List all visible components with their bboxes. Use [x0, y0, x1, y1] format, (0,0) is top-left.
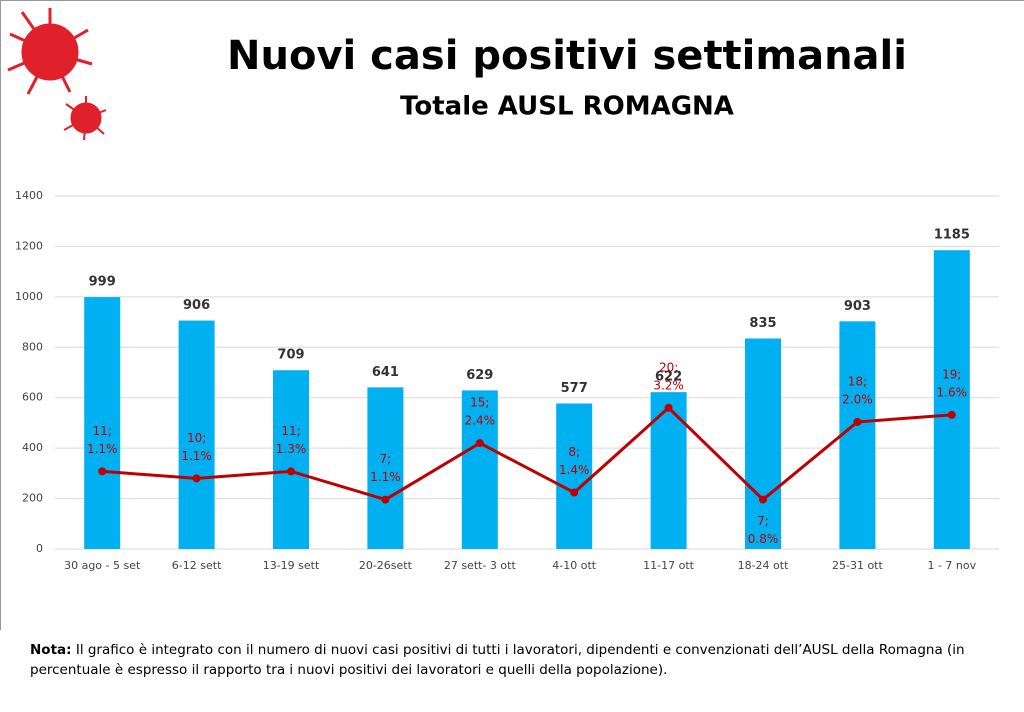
- line-point: [287, 467, 295, 476]
- line-value-label: 15;: [470, 396, 489, 410]
- line-point: [192, 474, 201, 483]
- line-value-label: 7;: [380, 452, 392, 466]
- bar: [461, 390, 498, 549]
- x-tick-label: 6-12 sett: [172, 559, 222, 572]
- note-text: Il grafico è integrato con il numero di …: [30, 642, 965, 678]
- x-tick-label: 27 sett- 3 ott: [444, 559, 517, 572]
- bar: [745, 338, 781, 549]
- line-value-label: 8;: [568, 445, 580, 459]
- bar-value-label: 903: [844, 299, 871, 314]
- line-value-label: 11;: [281, 424, 300, 438]
- line-value-label: 20;: [659, 360, 678, 374]
- bar: [178, 320, 215, 549]
- chart-title: Nuovi casi positivi settimanali: [227, 33, 907, 79]
- y-tick-label: 0: [36, 542, 43, 555]
- line-point: [664, 403, 673, 412]
- virus-icon: [7, 8, 107, 141]
- bar: [650, 392, 687, 549]
- bar-value-label: 999: [89, 275, 116, 290]
- line: [102, 405, 952, 502]
- line-share-label: 1.4%: [559, 463, 590, 477]
- bar: [933, 250, 970, 550]
- bar-value-label: 709: [277, 348, 304, 363]
- bar-value-label: 1185: [934, 228, 970, 243]
- bar: [367, 387, 404, 549]
- bar-value-label: 622: [655, 370, 682, 385]
- line-share-label: 0.8%: [748, 532, 779, 546]
- y-tick-label: 1400: [15, 189, 43, 202]
- y-tick-label: 200: [22, 492, 43, 505]
- line-point: [947, 410, 956, 419]
- bar-value-label: 906: [183, 298, 210, 313]
- line-share-label: 1.3%: [276, 442, 307, 456]
- y-tick-label: 1200: [15, 239, 43, 252]
- line-share-label: 3.2%: [653, 378, 684, 392]
- x-tick-label: 30 ago - 5 set: [64, 559, 141, 572]
- x-tick-label: 18-24 ott: [738, 559, 790, 572]
- bar: [839, 321, 876, 549]
- line-share-label: 1.1%: [87, 442, 118, 456]
- bar-value-label: 641: [372, 365, 399, 380]
- line-share-label: 2.0%: [842, 392, 873, 406]
- x-tick-label: 1 - 7 nov: [927, 559, 976, 572]
- line-point: [853, 417, 862, 426]
- line-point: [759, 495, 767, 504]
- bar-value-label: 577: [561, 381, 588, 396]
- y-tick-label: 600: [22, 391, 43, 404]
- line-share-label: 1.1%: [181, 449, 212, 463]
- y-tick-label: 800: [22, 340, 43, 353]
- line-value-label: 10;: [187, 431, 206, 445]
- line-share-label: 2.4%: [465, 414, 496, 428]
- note: Nota: Il grafico è integrato con il nume…: [30, 640, 1005, 680]
- line-value-label: 18;: [848, 374, 867, 388]
- bar: [84, 297, 121, 549]
- line-share-label: 1.1%: [370, 470, 401, 484]
- note-label: Nota:: [30, 642, 72, 658]
- bar: [273, 370, 309, 549]
- line-point: [98, 467, 107, 476]
- line-share-label: 1.6%: [937, 385, 968, 399]
- bar: [556, 403, 593, 549]
- y-tick-label: 400: [22, 441, 43, 454]
- x-tick-label: 4-10 ott: [552, 559, 597, 572]
- bar-value-label: 835: [749, 316, 776, 331]
- line-value-label: 19;: [942, 367, 961, 381]
- y-tick-label: 1000: [15, 290, 43, 303]
- x-tick-label: 11-17 ott: [643, 559, 695, 572]
- line-point: [381, 495, 390, 504]
- x-tick-label: 25-31 ott: [832, 559, 884, 572]
- bar-value-label: 629: [466, 368, 493, 383]
- x-tick-label: 20-26sett: [359, 559, 413, 572]
- line-value-label: 7;: [757, 514, 769, 528]
- line-value-label: 11;: [93, 424, 112, 438]
- line-point: [570, 488, 579, 497]
- x-tick-label: 13-19 sett: [263, 559, 320, 572]
- chart-subtitle: Totale AUSL ROMAGNA: [400, 92, 734, 122]
- line-point: [475, 439, 484, 448]
